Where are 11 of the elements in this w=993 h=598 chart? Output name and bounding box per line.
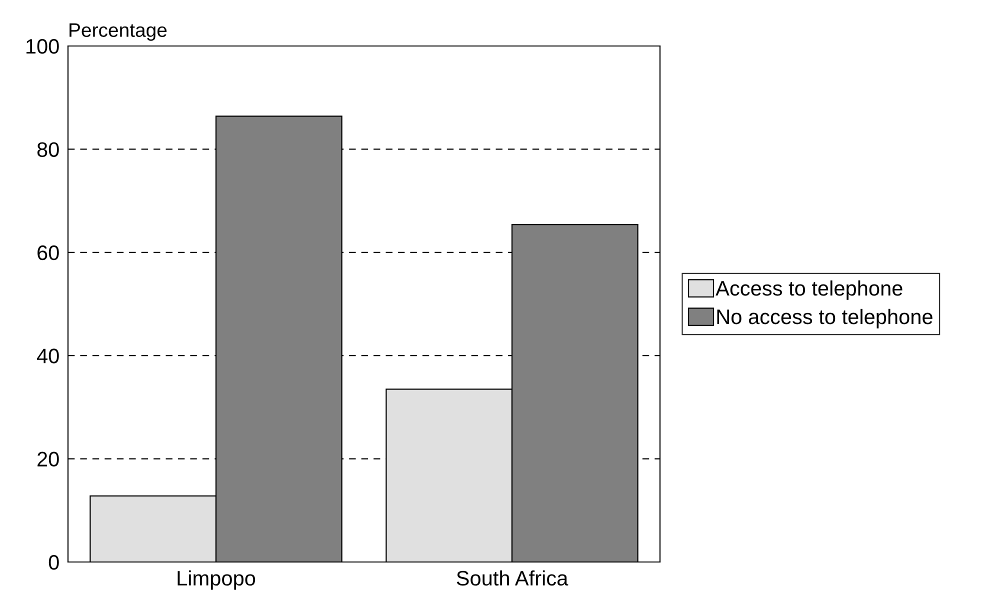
- y-axis-title: Percentage: [70, 23, 167, 41]
- x-tick-label: Limpopo: [178, 570, 256, 590]
- x-tick-label: South Africa: [456, 570, 568, 586]
- y-tick-label: 100: [26, 39, 59, 54]
- legend-label: No access to telephone: [717, 308, 932, 328]
- y-tick-label: 40: [36, 348, 59, 364]
- y-tick-label: 0: [48, 555, 59, 570]
- y-tick-label: 20: [38, 452, 59, 467]
- y-tick-label: 60: [38, 245, 59, 260]
- y-tick-label: 80: [37, 142, 59, 157]
- legend-label: Access to telephone: [716, 280, 902, 300]
